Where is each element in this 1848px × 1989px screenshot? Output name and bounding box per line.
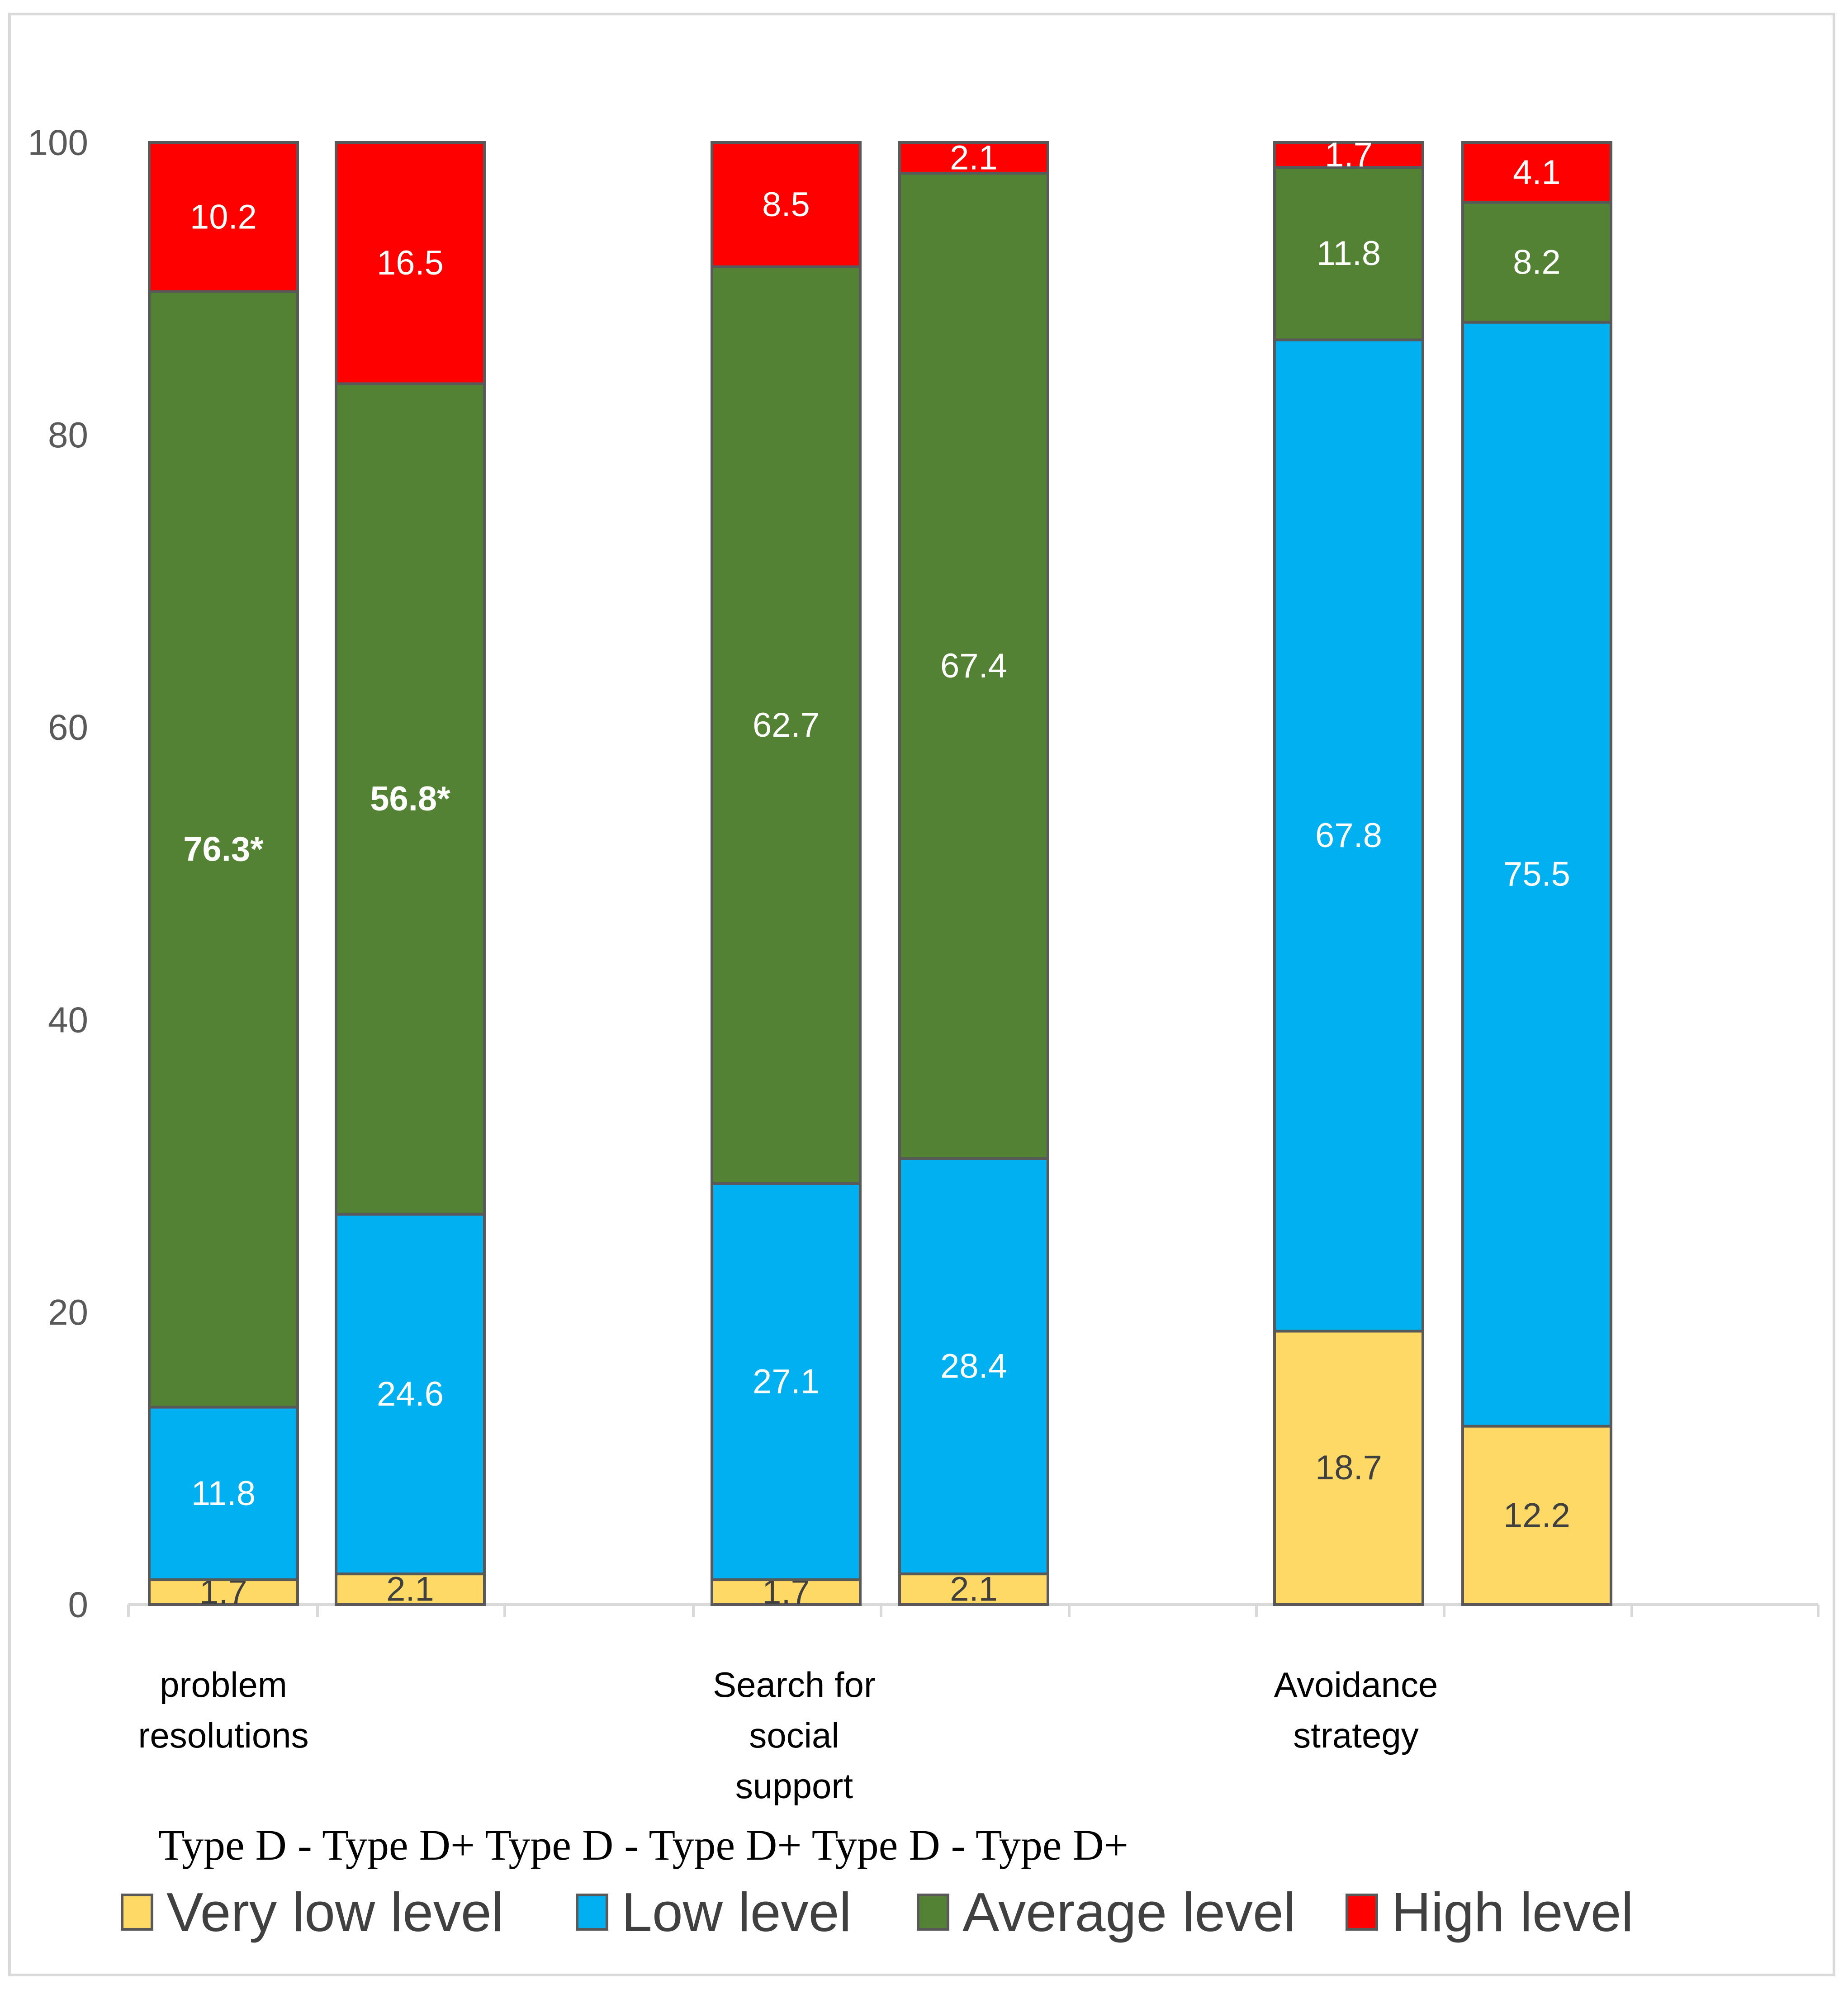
data-label: 24.6 [377,1375,444,1413]
category-label: Avoidance strategy [1274,1665,1438,1755]
data-label: 8.2 [1513,243,1561,282]
bar-segment [1461,321,1612,1428]
stacked-bar: 1.711.876.3*10.2 [148,141,299,1611]
bar-segment [1273,141,1424,169]
bar-segment [711,141,862,268]
y-tick-label: 0 [68,1585,89,1625]
legend: Very low level Low level Average level Hig… [121,1881,1634,1943]
data-label: 27.1 [753,1362,820,1401]
legend-swatch [121,1894,153,1931]
bar-segment [148,141,299,293]
data-label: 11.8 [1317,234,1381,273]
bar-segment [711,1578,862,1606]
bar-segment [1461,1425,1612,1606]
data-label: 10.2 [190,198,257,236]
data-label: 2.1 [950,1570,998,1609]
legend-label: Average level [962,1881,1296,1943]
data-label: 1.7 [1325,136,1373,174]
bar-segment [898,1157,1049,1576]
legend-label: Low level [621,1881,852,1943]
bar-segment [335,141,486,385]
bar-segment [711,1182,862,1582]
stacked-bar: 2.1 28.4 67.4 2.1 [898,138,1049,1609]
bar-segment [148,1406,299,1582]
data-label: 75.5 [1503,855,1570,894]
data-label: 11.8 [191,1474,256,1513]
data-label: 2.1 [386,1570,434,1609]
data-label: 2.1 [950,138,998,177]
legend-label: Very low level [166,1881,504,1943]
y-tick-label: 80 [48,415,88,455]
data-label: 4.1 [1513,153,1561,192]
y-tick-label: 60 [48,707,88,748]
data-label: 67.4 [940,647,1007,685]
legend-label: High level [1391,1881,1634,1943]
bar-segment [1461,201,1612,324]
bar-segment [1273,166,1424,341]
category-labels: problem resolutions Search for social suppor… [138,1665,1438,1806]
y-tick-label: 40 [48,999,88,1040]
data-label: 56.8* [370,780,450,818]
stacked-bar: 18.7 67.8 11.8 1.7 [1273,136,1424,1606]
bar-segment [1461,141,1612,204]
data-label: 16.5 [377,244,444,282]
y-tick-label: 20 [48,1292,88,1332]
stacked-bar: 12.2 75.5 8.2 4.1 [1461,141,1612,1606]
y-tick-label: 100 [28,123,88,163]
data-label: 28.4 [940,1347,1007,1386]
data-label: 76.3* [183,830,264,869]
bar-series: 1.711.876.3*10.22.124.656.8*16.51.727.16… [148,136,1612,1611]
bar-segment [335,382,486,1216]
category-label: Search for social support [713,1665,876,1806]
bar-segment [898,171,1049,1160]
chart-frame [8,13,1835,1976]
data-label: 67.8 [1315,816,1382,855]
bar-segment [148,290,299,1409]
stacked-bar: 2.1 24.6 56.8* 16.5 [335,141,486,1609]
subgroup-caption: Type D - Type D+ Type D - Type D+ Type D… [158,1821,1128,1869]
bar-segment [148,1578,299,1606]
bar-segment [335,1572,486,1606]
category-label: problem resolutions [138,1665,308,1755]
legend-swatch [917,1894,949,1931]
data-label: 12.2 [1503,1496,1570,1534]
bar-segment [335,1212,486,1576]
data-label: 62.7 [753,706,820,744]
data-label: 8.5 [762,185,810,224]
legend-swatch [576,1894,608,1931]
stacked-bar: 1.727.162.78.5 [711,141,862,1611]
legend-swatch [1346,1894,1378,1931]
bar-segment [1273,338,1424,1333]
bar-segment [898,141,1049,175]
data-label: 18.7 [1315,1449,1382,1487]
